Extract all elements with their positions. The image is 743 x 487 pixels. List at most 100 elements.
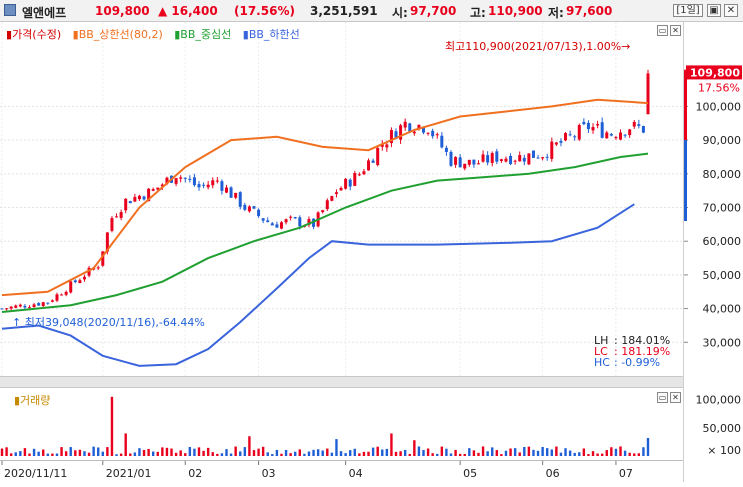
bb-upper-line (1, 98, 649, 297)
volume-bar (481, 446, 485, 456)
candle-body (614, 137, 618, 139)
volume-bar (133, 452, 137, 456)
volume-bar (220, 453, 224, 456)
pane-minimize-button[interactable]: ▭ (657, 25, 668, 36)
last-price-label: 109,800 (690, 66, 740, 79)
volume-bar (271, 454, 274, 456)
pane-close-button[interactable]: ✕ (670, 25, 681, 36)
volume-bar (211, 452, 214, 456)
volume-bar (413, 440, 416, 456)
price-chart-pane[interactable]: 최고110,900(2021/07/13),1.00%→ ↑ 최저39,048(2… (0, 22, 683, 376)
legend-bb-lower[interactable]: ▮BB_하한선 (242, 28, 300, 41)
volume-bar (536, 450, 540, 456)
candle-body (577, 125, 581, 140)
legend-price[interactable]: ▮가격(수정) (6, 28, 62, 41)
volume-bar (138, 448, 141, 456)
vol-pane-minimize-button[interactable]: ▭ (657, 392, 668, 403)
candle-body (247, 206, 251, 212)
high-price: 110,900 (488, 4, 543, 18)
candle-body (275, 224, 279, 228)
candle-body (188, 178, 192, 180)
candle-body (115, 216, 119, 218)
window-restore-button[interactable]: ▣ (707, 4, 721, 17)
candle-body (73, 280, 77, 283)
date-label: 05 (463, 467, 477, 480)
candle-body (137, 195, 141, 200)
candle-body (449, 151, 453, 166)
volume-bar (486, 451, 489, 456)
price-axis[interactable]: 100,000 90,000 80,000 70,000 60,000 50,000 40,… (683, 22, 743, 482)
volume-bar (344, 453, 347, 456)
candle-body (550, 141, 554, 159)
volume-bar (46, 453, 50, 456)
candle-body (202, 184, 206, 186)
candle-body (220, 181, 224, 191)
legend-bb-mid[interactable]: ▮BB_중심선 (174, 28, 232, 41)
volume-bar (243, 447, 247, 456)
candle-body (147, 188, 151, 202)
volume-bar (436, 453, 439, 456)
candle-body (371, 160, 375, 163)
candle-body (394, 131, 398, 139)
volume-bar (578, 452, 581, 456)
volume-bar (591, 451, 595, 456)
candle-body (321, 210, 325, 213)
volume-bar (216, 453, 219, 456)
high-annotation: 최고110,900(2021/07/13),1.00%→ (445, 40, 630, 53)
last-price-box (686, 65, 742, 80)
volume-bar (19, 451, 22, 456)
candle-body (82, 276, 86, 280)
volume-bar (500, 454, 503, 456)
volume-bar (335, 439, 338, 456)
volume-bar (445, 448, 448, 456)
candle-body (605, 132, 609, 139)
volume-bar (633, 453, 636, 456)
price-axis-label: 40,000 (703, 303, 742, 316)
candle-body (334, 192, 338, 194)
candle-body (142, 196, 146, 200)
price-chart: 최고110,900(2021/07/13),1.00%→ ↑ 최저39,048(2… (0, 22, 683, 376)
volume-bar (376, 446, 379, 456)
volume-bar (156, 451, 159, 456)
candle-body (440, 135, 444, 148)
price-axis-label: 30,000 (703, 336, 742, 349)
legend-bb-upper[interactable]: ▮BB_상한선(80,2) (72, 28, 163, 41)
volume-bar (78, 449, 82, 456)
volume-bar (280, 453, 283, 456)
candle-body (357, 174, 361, 176)
volume-bar (193, 448, 196, 456)
candle-body (55, 294, 59, 301)
period-button[interactable]: [1일] (673, 4, 703, 17)
candle-body (124, 198, 128, 211)
candle-body (183, 177, 187, 179)
volume-bar (252, 450, 256, 456)
candle-body (467, 159, 471, 165)
volume-bar (568, 450, 572, 456)
volume-bar (385, 448, 389, 456)
volume-bar (458, 453, 462, 456)
candle-body (298, 217, 302, 227)
candle-body (234, 192, 238, 198)
candle-body (600, 122, 604, 138)
volume-bar (225, 449, 228, 456)
volume-bar (477, 452, 480, 456)
volume-bar (289, 453, 292, 456)
vol-pane-close-button[interactable]: ✕ (670, 392, 681, 403)
volume-pane[interactable]: ▮거래량 (0, 388, 683, 460)
volume-bar (129, 453, 132, 456)
volume-bar (504, 450, 508, 456)
volume-bar (239, 451, 242, 456)
axis-up-rail (684, 69, 687, 141)
window-close-button[interactable]: ✕ (724, 4, 738, 17)
volume-bar (184, 453, 187, 456)
candle-body (619, 132, 623, 140)
volume-bar (294, 451, 297, 456)
volume-bar (559, 452, 563, 456)
candle-body (206, 184, 210, 188)
volume-bar (449, 453, 453, 456)
volume-bar (367, 451, 370, 456)
candle-body (215, 180, 219, 182)
candle-body (573, 136, 577, 138)
pane-separator[interactable] (0, 376, 683, 388)
candle-body (495, 151, 499, 162)
